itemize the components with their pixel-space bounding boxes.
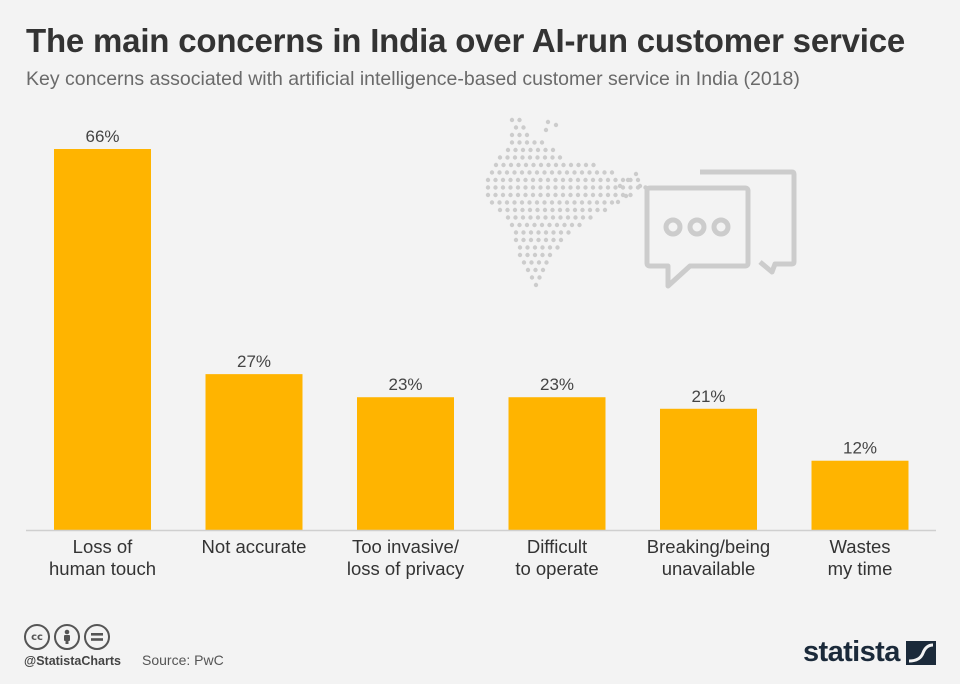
category-label: loss of privacy xyxy=(347,558,465,579)
bar-value-label: 23% xyxy=(540,375,574,394)
chart-title: The main concerns in India over AI-run c… xyxy=(26,22,906,59)
license-icons: cc xyxy=(24,624,110,650)
statista-logo[interactable]: statista xyxy=(803,636,936,669)
category-label: Difficult xyxy=(527,536,587,557)
bar-value-label: 21% xyxy=(691,387,725,406)
bar xyxy=(811,460,909,530)
chart-subtitle: Key concerns associated with artificial … xyxy=(26,68,800,90)
category-label: Wastes xyxy=(830,536,891,557)
category-label: to operate xyxy=(515,558,598,579)
chat-bubbles-icon xyxy=(644,169,797,289)
category-label: Breaking/being xyxy=(647,536,770,557)
no-derivatives-icon xyxy=(84,624,110,650)
source-note: Source: PwC xyxy=(142,652,224,668)
brand-wordmark: statista xyxy=(803,636,900,668)
bar-value-label: 23% xyxy=(388,375,422,394)
cc-icon: cc xyxy=(24,624,50,650)
bar-value-label: 27% xyxy=(237,352,271,371)
category-label: Loss of xyxy=(73,536,134,557)
bar-value-label: 66% xyxy=(85,127,119,146)
attribution-icon xyxy=(54,624,80,650)
statista-mark-icon xyxy=(905,640,936,665)
bar xyxy=(660,408,757,530)
category-label: human touch xyxy=(49,558,156,579)
india-map-icon xyxy=(485,117,648,288)
category-label: unavailable xyxy=(662,558,756,579)
bar xyxy=(54,149,151,530)
bar xyxy=(357,397,454,530)
bar xyxy=(508,397,606,530)
bar xyxy=(205,374,303,530)
category-label: my time xyxy=(828,558,893,579)
category-label: Not accurate xyxy=(202,536,307,557)
twitter-handle[interactable]: @StatistaCharts xyxy=(24,654,121,668)
category-label: Too invasive/ xyxy=(352,536,460,557)
bar-value-label: 12% xyxy=(843,439,877,458)
